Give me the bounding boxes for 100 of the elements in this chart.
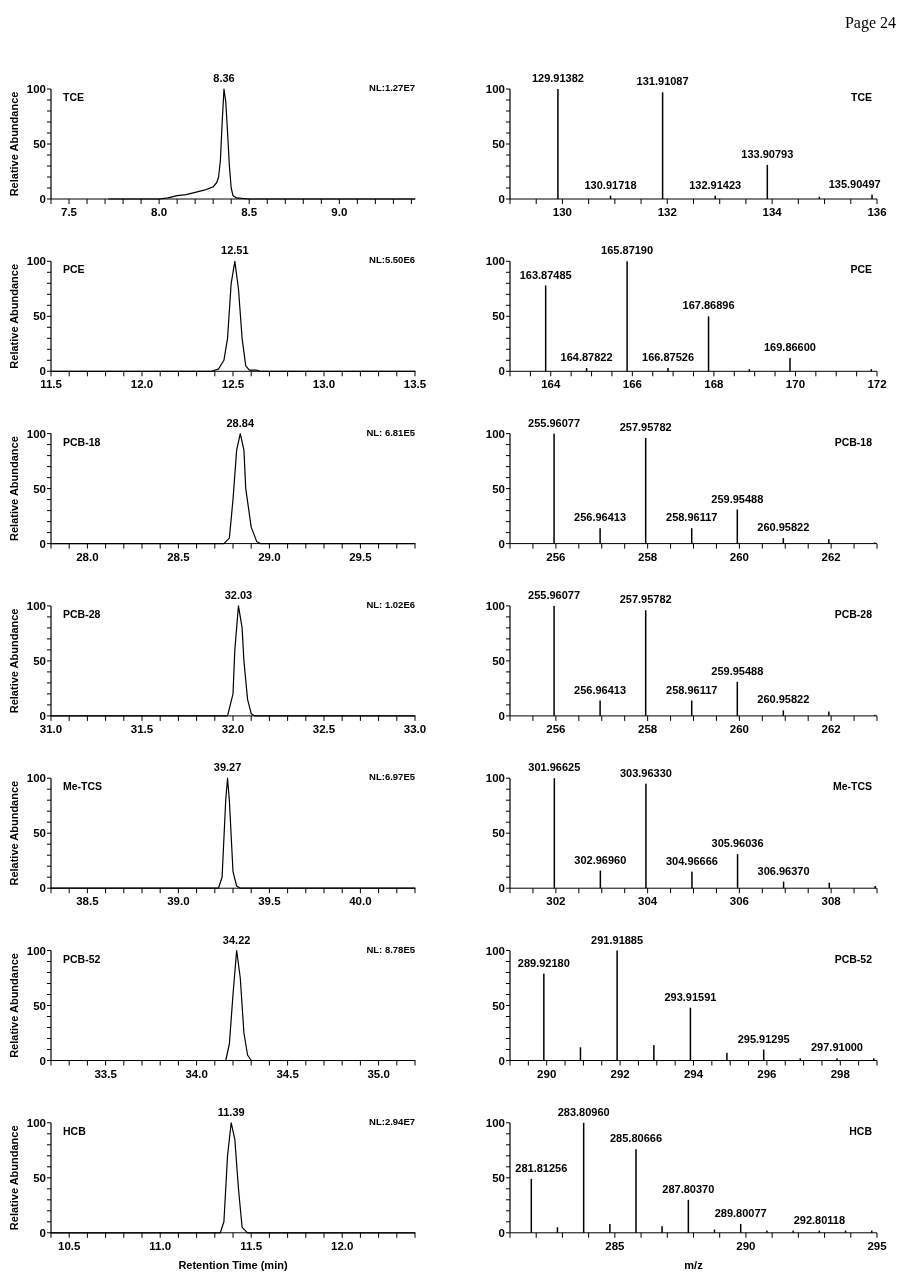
annotation: 304.96666 <box>665 854 718 867</box>
y-tick-label: 50 <box>33 138 46 150</box>
x-tick-label: 132 <box>657 206 677 218</box>
y-tick-label: 100 <box>485 599 505 612</box>
y-tick-label: 100 <box>485 772 505 785</box>
annotation: 169.86600 <box>763 341 816 354</box>
chart-title: TCE <box>851 91 872 103</box>
y-tick-label: 50 <box>492 827 505 840</box>
y-axis-title: Relative Abundance <box>8 263 20 369</box>
annotation: 12.51 <box>221 244 249 257</box>
y-tick-label: 0 <box>498 1226 505 1239</box>
annotation: 257.95782 <box>619 593 672 606</box>
annotation: 257.95782 <box>619 421 672 433</box>
y-tick-label: 100 <box>485 427 505 440</box>
y-tick-label: 0 <box>39 1054 46 1067</box>
annotation: NL:2.94E7 <box>369 1115 415 1127</box>
y-tick-label: 100 <box>26 427 46 440</box>
y-tick-label: 100 <box>485 255 505 268</box>
annotation: 289.80077 <box>714 1207 767 1219</box>
annotation: 258.96117 <box>666 683 718 696</box>
chart-title: PCB-52 <box>63 952 101 965</box>
chart-title: Me-TCS <box>832 780 872 793</box>
y-tick-label: 0 <box>498 709 505 722</box>
annotation: 256.96413 <box>574 683 627 696</box>
annotation: 163.87485 <box>519 268 572 281</box>
y-tick-label: 0 <box>39 365 46 378</box>
x-tick-label: 31.0 <box>39 722 63 735</box>
y-tick-label: 0 <box>39 193 46 205</box>
x-tick-label: 170 <box>785 378 806 391</box>
x-tick-label: 12.5 <box>221 378 245 391</box>
x-tick-label: 28.5 <box>167 550 191 563</box>
x-tick-label: 136 <box>867 206 887 218</box>
x-tick-label: 262 <box>821 550 841 563</box>
x-tick-label: 166 <box>622 378 642 391</box>
x-tick-label: 304 <box>638 895 658 908</box>
x-axis-title: m/z <box>684 1258 704 1271</box>
y-tick-label: 0 <box>498 537 505 550</box>
x-tick-label: 290 <box>736 1239 756 1252</box>
x-tick-label: 33.5 <box>94 1067 118 1080</box>
annotation: 133.90793 <box>741 147 794 160</box>
x-tick-label: 260 <box>729 550 749 563</box>
y-tick-label: 50 <box>492 482 505 495</box>
x-tick-label: 298 <box>830 1067 851 1080</box>
x-tick-label: 34.0 <box>185 1067 208 1080</box>
x-tick-label: 164 <box>541 378 561 391</box>
x-tick-label: 12.0 <box>130 378 154 391</box>
chart-title: PCB-18 <box>63 435 101 448</box>
x-tick-label: 8.5 <box>241 206 258 218</box>
x-tick-label: 256 <box>546 550 566 563</box>
x-tick-label: 29.0 <box>258 550 281 563</box>
y-tick-label: 0 <box>39 882 46 895</box>
x-tick-label: 256 <box>546 722 566 735</box>
chart-title: PCB-18 <box>834 435 873 448</box>
y-tick-label: 100 <box>485 83 505 95</box>
x-tick-label: 12.0 <box>331 1239 354 1252</box>
annotation: 132.91423 <box>689 178 742 191</box>
annotation: 258.96117 <box>666 511 718 524</box>
x-tick-label: 262 <box>821 722 841 735</box>
annotation: 305.96036 <box>711 837 764 850</box>
annotation: 165.87190 <box>601 244 654 257</box>
x-tick-label: 302 <box>546 895 566 908</box>
y-tick-label: 100 <box>26 944 46 957</box>
y-tick-label: 50 <box>33 310 46 323</box>
x-tick-label: 258 <box>638 550 658 563</box>
annotation: 260.95822 <box>757 693 810 706</box>
x-tick-label: 39.5 <box>258 895 282 908</box>
chart-title: HCB <box>63 1124 87 1137</box>
x-tick-label: 11.0 <box>149 1239 172 1252</box>
annotation: 255.96077 <box>528 588 581 601</box>
y-tick-label: 100 <box>26 83 46 95</box>
y-tick-label: 0 <box>498 1054 505 1067</box>
x-tick-label: 39.0 <box>167 895 190 908</box>
y-tick-label: 50 <box>492 999 505 1012</box>
y-axis-title: Relative Abundance <box>8 1125 20 1231</box>
y-tick-label: 50 <box>33 1171 46 1184</box>
x-tick-label: 134 <box>762 206 783 218</box>
annotation: 301.96625 <box>528 761 581 774</box>
chart-title: PCE <box>850 263 872 276</box>
annotation: 283.80960 <box>557 1105 610 1118</box>
chart-title: PCB-52 <box>834 952 873 965</box>
annotation: NL:1.27E7 <box>369 82 415 93</box>
chart-title: TCE <box>63 91 84 103</box>
chart-title: PCB-28 <box>834 607 873 620</box>
x-tick-label: 296 <box>757 1067 777 1080</box>
annotation: 293.91591 <box>664 990 717 1003</box>
x-tick-label: 11.5 <box>240 1239 263 1252</box>
annotation: 287.80370 <box>662 1182 715 1195</box>
annotation: 292.80118 <box>793 1213 846 1226</box>
annotation: NL: 1.02E6 <box>366 598 415 610</box>
y-tick-label: 50 <box>33 654 46 667</box>
annotation: 164.87822 <box>560 351 613 363</box>
annotation: 167.86896 <box>682 299 735 312</box>
y-tick-label: 0 <box>498 882 505 895</box>
x-tick-label: 33.0 <box>403 722 427 735</box>
annotation: 289.92180 <box>517 956 570 969</box>
x-tick-label: 9.0 <box>331 206 348 218</box>
annotation: 306.96370 <box>757 864 810 877</box>
y-tick-label: 100 <box>26 255 46 268</box>
x-tick-label: 168 <box>704 378 725 391</box>
chart-title: Me-TCS <box>63 780 103 793</box>
